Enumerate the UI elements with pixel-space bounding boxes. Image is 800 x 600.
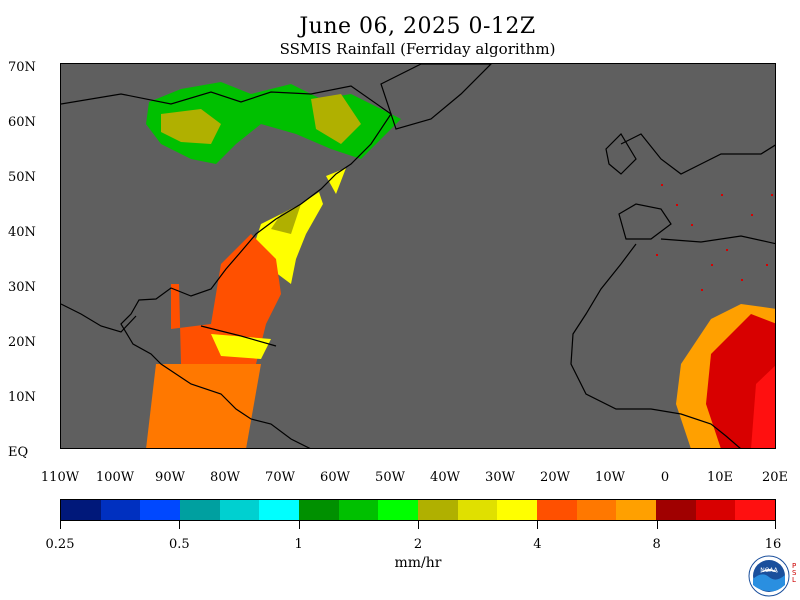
logo-text: NOAA [760, 567, 778, 574]
coastlines [61, 64, 775, 448]
coast-mediterranean [660, 235, 775, 245]
lon-label: 60W [320, 470, 350, 485]
colorbar-segment [140, 500, 181, 520]
colorbar-tick [418, 521, 419, 529]
colorbar-segment [497, 500, 538, 520]
coast-europe [620, 133, 775, 175]
lon-label: 10E [706, 470, 734, 485]
colorbar-segment [537, 500, 577, 520]
colorbar-label: 1 [294, 537, 303, 552]
colorbar-label: 4 [533, 537, 542, 552]
colorbar-tick [775, 521, 776, 529]
rain-newfoundland [326, 168, 346, 194]
colorbar-tick [60, 521, 61, 529]
coast-uk [605, 133, 637, 175]
colorbar-label: 16 [764, 537, 782, 552]
colorbar-label: 0.25 [45, 537, 75, 552]
chart-subtitle: SSMIS Rainfall (Ferriday algorithm) [279, 40, 556, 58]
colorbar-units: mm/hr [394, 555, 442, 571]
colorbar-segment [180, 500, 220, 520]
lat-label: 20N [8, 335, 36, 350]
rain-swath-olive [271, 204, 301, 234]
lon-label: 110W [40, 470, 80, 485]
rain-dots [656, 184, 773, 291]
coast-gulf [61, 303, 137, 333]
lon-label: 30W [485, 470, 515, 485]
lon-label: 70W [265, 470, 295, 485]
colorbar-segment [338, 500, 379, 520]
colorbar-segment [418, 500, 458, 520]
lat-label: 30N [8, 280, 36, 295]
colorbar-segment [457, 500, 498, 520]
lat-label: 60N [8, 115, 36, 130]
rain-areas [146, 82, 775, 448]
chart-title: June 06, 2025 0-12Z [299, 14, 536, 39]
colorbar-segment [576, 500, 617, 520]
coast-greenland [380, 64, 492, 130]
lat-label: 40N [8, 225, 36, 240]
colorbar-segment [656, 500, 696, 520]
map-svg [61, 64, 775, 448]
colorbar-label: 0.5 [168, 537, 190, 552]
noaa-logo-icon: NOAA [748, 555, 790, 597]
rainfall-map [60, 63, 776, 449]
rain-labrador-olive [311, 94, 361, 144]
colorbar-tick [656, 521, 658, 529]
lat-label: 50N [8, 170, 36, 185]
lon-label: 90W [155, 470, 185, 485]
colorbar-label: 8 [652, 537, 661, 552]
lon-label: 40W [430, 470, 460, 485]
colorbar-segment [299, 500, 339, 520]
colorbar-segment [219, 500, 260, 520]
colorbar-segment [616, 500, 657, 520]
lat-label: 10N [8, 390, 36, 405]
lon-label: 20W [540, 470, 570, 485]
colorbar-segment [61, 500, 101, 520]
coast-africa [570, 243, 741, 448]
coast-north-america [61, 85, 392, 448]
lat-label: 70N [8, 60, 36, 75]
lon-label: 0 [660, 470, 670, 485]
colorbar-segment [695, 500, 736, 520]
colorbar-tick [179, 521, 181, 529]
rain-canada-olive [161, 109, 221, 144]
colorbar [60, 499, 776, 521]
lon-label: 10W [595, 470, 625, 485]
colorbar-segment [735, 500, 776, 520]
rain-caribbean-light [146, 364, 261, 448]
coast-iberia [618, 203, 672, 240]
lon-label: 50W [375, 470, 405, 485]
colorbar-segment [100, 500, 141, 520]
colorbar-tick [298, 521, 300, 529]
colorbar-tick [537, 521, 539, 529]
lon-label: 100W [95, 470, 135, 485]
lat-label: EQ [8, 445, 29, 460]
colorbar-segment [378, 500, 419, 520]
colorbar-label: 2 [413, 537, 423, 552]
rain-africa-bright [751, 365, 775, 448]
colorbar-segment [259, 500, 300, 520]
coast-cuba [200, 325, 277, 347]
lon-label: 20E [761, 470, 789, 485]
lon-label: 80W [210, 470, 240, 485]
